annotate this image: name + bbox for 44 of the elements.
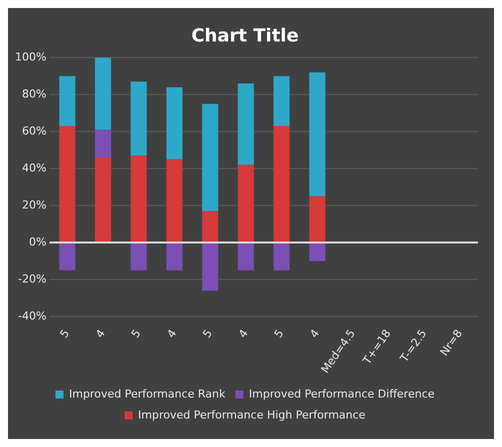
bar	[94, 130, 112, 158]
y-tick-label: 40%	[22, 161, 46, 174]
bar	[166, 244, 182, 270]
bar	[130, 82, 147, 156]
y-tick-label: 100%	[14, 50, 46, 64]
x-tick-label: 4	[236, 327, 251, 340]
bar	[309, 244, 326, 262]
bar	[202, 104, 218, 212]
x-tick-label: 5	[200, 327, 215, 340]
bar	[94, 157, 112, 242]
y-tick-label: 60%	[22, 124, 46, 138]
bar	[202, 211, 218, 242]
bar	[130, 244, 147, 270]
bar	[59, 244, 76, 270]
bar	[274, 126, 290, 242]
bar	[238, 164, 254, 242]
bar	[130, 156, 147, 242]
x-tick-label: 5	[272, 327, 286, 340]
x-tick-label: 4	[164, 327, 180, 340]
y-tick-label: 20%	[22, 198, 46, 212]
y-tick-label: 0%	[28, 235, 46, 248]
x-tick-label: 4	[93, 327, 108, 340]
bar	[238, 83, 254, 165]
bar	[59, 76, 76, 126]
legend-label: Improved Performance High Performance	[138, 408, 366, 422]
bar	[166, 159, 182, 242]
bar	[274, 244, 290, 270]
bar	[309, 72, 326, 196]
bar	[274, 76, 290, 126]
y-tick-label: -40%	[18, 309, 46, 322]
x-tick-label: 5	[128, 327, 144, 340]
x-tick-label: 4	[307, 327, 322, 340]
chart-title: Chart Title	[191, 25, 299, 46]
x-tick-label: 5	[57, 327, 72, 340]
bar	[238, 244, 254, 270]
bar	[59, 126, 76, 242]
bar	[309, 196, 326, 242]
bar	[94, 58, 112, 130]
bar	[166, 87, 182, 160]
legend-label: Improved Performance Difference	[248, 387, 435, 400]
y-tick-label: 80%	[22, 87, 46, 100]
y-tick-label: -20%	[18, 272, 46, 286]
legend-label: Improved Performance Rank	[68, 387, 226, 400]
bar	[202, 244, 218, 291]
